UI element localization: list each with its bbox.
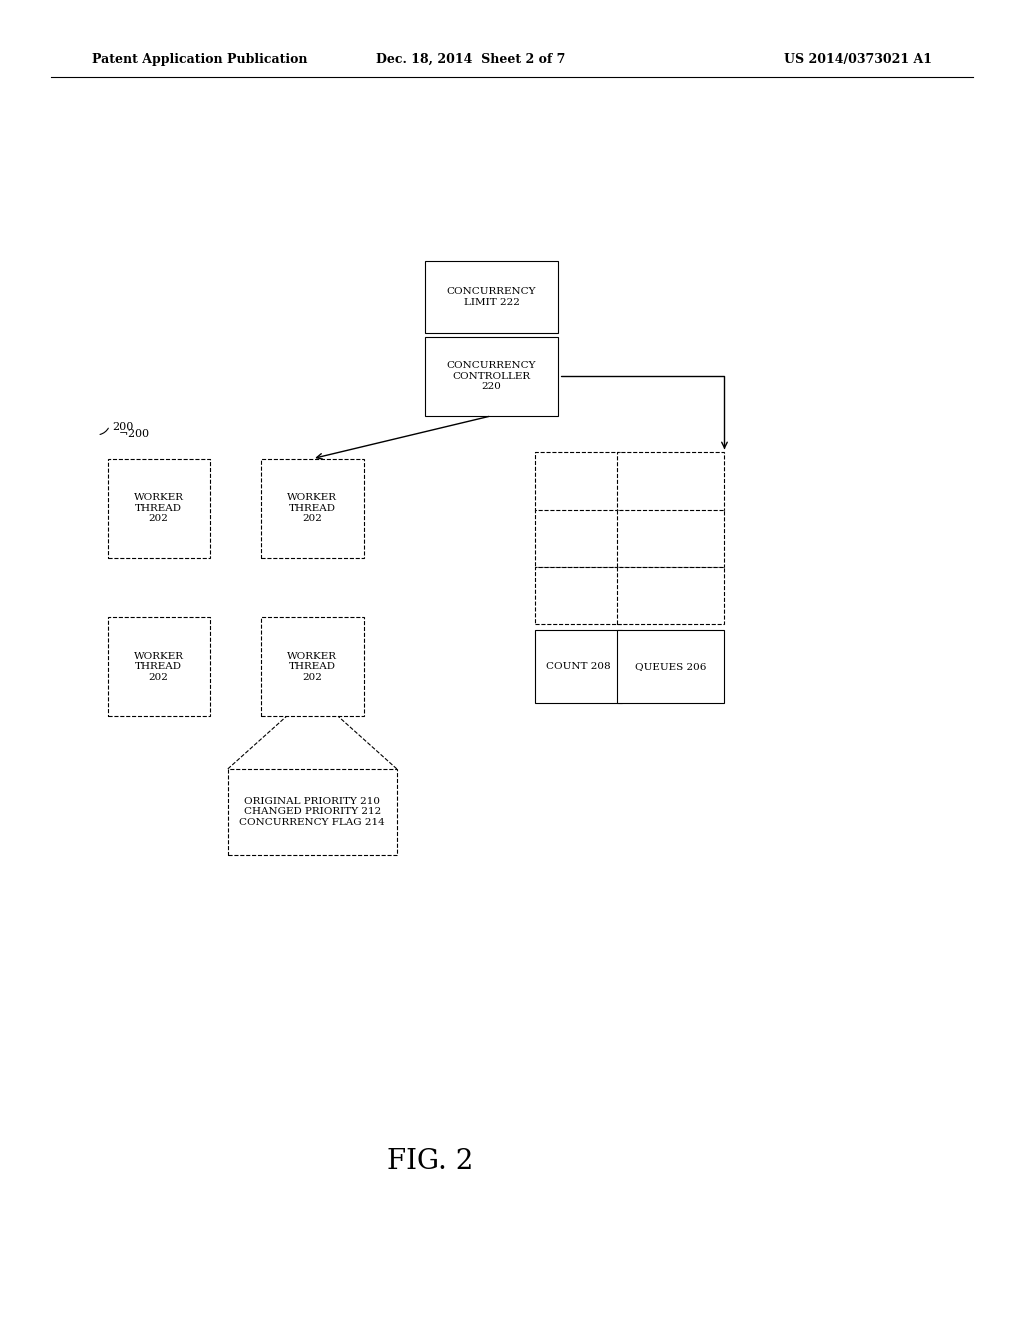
Text: $\neg$200: $\neg$200 bbox=[118, 426, 150, 438]
FancyBboxPatch shape bbox=[616, 510, 725, 568]
FancyBboxPatch shape bbox=[425, 337, 558, 416]
Text: WORKER
THREAD
202: WORKER THREAD 202 bbox=[288, 652, 337, 681]
Text: WORKER
THREAD
202: WORKER THREAD 202 bbox=[288, 494, 337, 523]
Text: US 2014/0373021 A1: US 2014/0373021 A1 bbox=[783, 53, 932, 66]
FancyBboxPatch shape bbox=[261, 459, 364, 557]
FancyBboxPatch shape bbox=[108, 459, 210, 557]
Text: FIG. 2: FIG. 2 bbox=[387, 1148, 473, 1175]
FancyBboxPatch shape bbox=[108, 618, 210, 715]
Text: QUEUES 206: QUEUES 206 bbox=[635, 663, 707, 671]
FancyBboxPatch shape bbox=[535, 566, 622, 623]
Text: CONCURRENCY
LIMIT 222: CONCURRENCY LIMIT 222 bbox=[446, 288, 537, 306]
Text: CONCURRENCY
CONTROLLER
220: CONCURRENCY CONTROLLER 220 bbox=[446, 362, 537, 391]
FancyBboxPatch shape bbox=[616, 451, 725, 511]
Text: Dec. 18, 2014  Sheet 2 of 7: Dec. 18, 2014 Sheet 2 of 7 bbox=[377, 53, 565, 66]
Text: Patent Application Publication: Patent Application Publication bbox=[92, 53, 307, 66]
Text: WORKER
THREAD
202: WORKER THREAD 202 bbox=[134, 652, 183, 681]
FancyBboxPatch shape bbox=[616, 631, 725, 704]
Text: WORKER
THREAD
202: WORKER THREAD 202 bbox=[134, 494, 183, 523]
FancyBboxPatch shape bbox=[425, 260, 558, 333]
Text: ORIGINAL PRIORITY 210
CHANGED PRIORITY 212
CONCURRENCY FLAG 214: ORIGINAL PRIORITY 210 CHANGED PRIORITY 2… bbox=[240, 797, 385, 826]
FancyBboxPatch shape bbox=[616, 566, 725, 623]
Text: 200: 200 bbox=[113, 422, 134, 433]
FancyBboxPatch shape bbox=[227, 768, 396, 855]
FancyBboxPatch shape bbox=[535, 510, 622, 568]
FancyBboxPatch shape bbox=[535, 631, 622, 704]
Text: COUNT 208: COUNT 208 bbox=[546, 663, 611, 671]
FancyBboxPatch shape bbox=[535, 451, 622, 511]
FancyBboxPatch shape bbox=[261, 618, 364, 715]
